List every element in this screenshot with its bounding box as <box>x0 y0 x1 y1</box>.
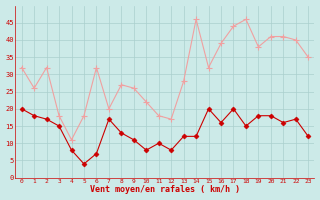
X-axis label: Vent moyen/en rafales ( km/h ): Vent moyen/en rafales ( km/h ) <box>90 185 240 194</box>
